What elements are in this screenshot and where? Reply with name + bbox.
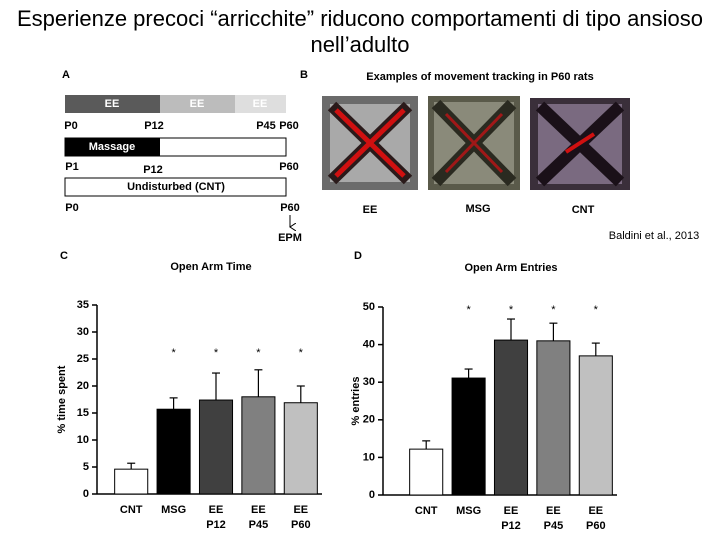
cnt-label: Undisturbed (CNT) (127, 181, 225, 193)
bar (451, 377, 486, 496)
group-label: CNT (572, 204, 595, 216)
segment-label: EE (253, 98, 268, 110)
x-tick-label: EE P60 (291, 504, 311, 531)
significance-marker: * (214, 347, 219, 359)
bar (578, 355, 613, 496)
y-tick-label: 30 (77, 326, 89, 338)
y-axis-label: % entries (350, 377, 362, 426)
panel-label: D (354, 250, 362, 262)
x-tick-label: EE P45 (249, 504, 269, 531)
cnt-bar (64, 177, 287, 197)
x-tick-label: EE P12 (501, 505, 521, 532)
significance-marker: * (551, 304, 556, 316)
panel-label: C (60, 250, 68, 262)
ee-segment (65, 95, 160, 113)
x-tick-label: EE P45 (544, 505, 564, 532)
y-tick-label: 15 (77, 407, 89, 419)
panel-label: B (300, 69, 308, 81)
age-label: P0 (64, 120, 77, 132)
x-tick-label: MSG (161, 504, 186, 516)
significance-marker: * (509, 304, 514, 316)
significance-marker: * (594, 304, 599, 316)
y-tick-label: 35 (77, 299, 89, 311)
x-tick-label: CNT (120, 504, 143, 516)
group-label: MSG (465, 203, 490, 215)
y-tick-label: 10 (363, 451, 375, 463)
y-tick-label: 50 (363, 301, 375, 313)
bar (409, 448, 444, 496)
segment-label: EE (105, 98, 120, 110)
y-tick-label: 30 (363, 376, 375, 388)
segment-label: EE (190, 98, 205, 110)
chart-title: Open Arm Entries (464, 262, 557, 274)
tracking-photo (428, 96, 520, 190)
age-label: P60 (280, 202, 300, 214)
significance-marker: * (299, 347, 304, 359)
massage-period (65, 138, 160, 156)
caption: Examples of movement tracking in P60 rat… (366, 71, 593, 83)
y-tick-label: 20 (77, 380, 89, 392)
age-label: P0 (65, 202, 78, 214)
bar (536, 340, 571, 496)
panel-label: A (62, 69, 70, 81)
significance-marker: * (171, 347, 176, 359)
tracking-photo (322, 96, 418, 190)
bar (114, 468, 149, 495)
x-tick-label: EE P12 (206, 504, 226, 531)
x-tick-label: CNT (415, 505, 438, 517)
citation: Baldini et al., 2013 (609, 230, 700, 242)
x-tick-label: EE P60 (586, 505, 606, 532)
x-tick-label: MSG (456, 505, 481, 517)
ee-segment (235, 95, 286, 113)
bar (156, 408, 191, 495)
y-tick-label: 0 (83, 488, 89, 500)
y-axis-label: % time spent (56, 365, 68, 433)
y-tick-label: 25 (77, 353, 89, 365)
significance-marker: * (466, 304, 471, 316)
bar (241, 396, 276, 495)
tracking-photo (530, 98, 630, 190)
y-tick-label: 5 (83, 461, 89, 473)
massage-label: Massage (89, 141, 135, 153)
age-label: P1 (65, 161, 78, 173)
y-tick-label: 10 (77, 434, 89, 446)
bar (198, 399, 234, 495)
y-tick-label: 20 (363, 414, 375, 426)
age-label: P45 (256, 120, 276, 132)
group-label: EE (363, 204, 378, 216)
chart-title: Open Arm Time (170, 261, 251, 273)
bar (283, 402, 318, 495)
significance-marker: * (256, 347, 261, 359)
age-label: P12 (143, 164, 163, 176)
y-tick-label: 0 (369, 489, 375, 501)
test-label: EPM (278, 232, 302, 244)
age-label: P12 (144, 120, 164, 132)
ee-segment (160, 95, 235, 113)
y-tick-label: 40 (363, 339, 375, 351)
age-label: P60 (279, 161, 299, 173)
bar (493, 339, 529, 496)
slide-title: Esperienze precoci “arricchite” riducono… (17, 6, 703, 57)
age-label: P60 (279, 120, 299, 132)
